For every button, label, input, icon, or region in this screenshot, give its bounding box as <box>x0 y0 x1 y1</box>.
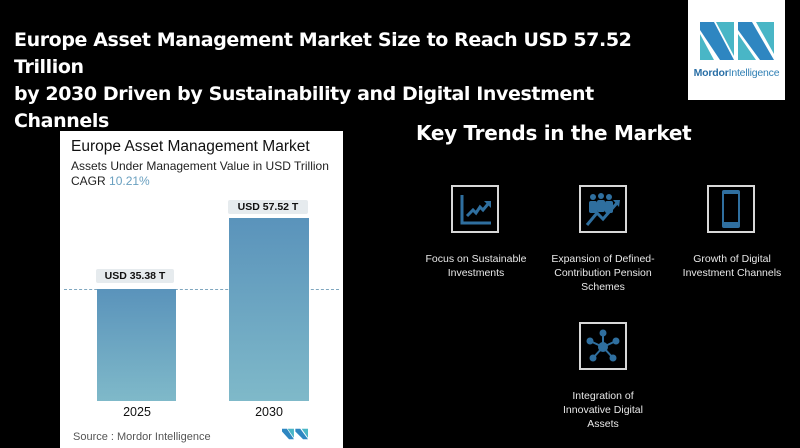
trend-icon-box-4 <box>579 322 627 370</box>
trend-label-3: Growth of Digital Investment Channels <box>662 252 800 280</box>
bar-2030 <box>229 218 309 401</box>
reference-dashed-line <box>64 289 339 290</box>
growth-chart-icon <box>460 195 491 225</box>
trend-label-4-line-2: Innovative Digital <box>563 404 643 416</box>
mordor-intelligence-logo: MordorIntelligence <box>688 0 785 100</box>
x-tick-2025: 2025 <box>123 405 151 419</box>
logo-brand-bold: Mordor <box>693 67 729 79</box>
trend-label-4-line-3: Assets <box>587 418 619 430</box>
trend-label-2-line-2: Contribution Pension <box>554 267 652 279</box>
people-growth-icon <box>585 193 620 226</box>
logo-brand-light: Intelligence <box>728 67 780 79</box>
trend-label-2: Expansion of Defined- Contribution Pensi… <box>533 252 673 294</box>
trend-icon-box-1 <box>451 185 499 233</box>
headline-line-2: by 2030 Driven by Sustainability and Dig… <box>14 83 594 132</box>
source-note: Source : Mordor Intelligence <box>73 431 211 443</box>
chart-subtitle: Assets Under Management Value in USD Tri… <box>71 159 329 173</box>
trend-icon-box-3 <box>707 185 755 233</box>
trend-label-4: Integration of Innovative Digital Assets <box>533 389 673 431</box>
bar-value-label-2025: USD 35.38 T <box>96 269 174 283</box>
trend-label-3-line-1: Growth of Digital <box>693 253 771 265</box>
trend-label-1: Focus on Sustainable Investments <box>406 252 546 280</box>
trend-label-3-line-2: Investment Channels <box>682 267 782 279</box>
trend-label-1-line-1: Focus on Sustainable <box>425 253 527 265</box>
headline: Europe Asset Management Market Size to R… <box>14 27 674 135</box>
trends-title: Key Trends in the Market <box>416 121 692 145</box>
chart-card: Europe Asset Management Market Assets Un… <box>60 131 343 448</box>
trend-label-4-line-1: Integration of <box>572 390 634 402</box>
bar-2025 <box>97 289 176 401</box>
trend-label-2-line-3: Schemes <box>581 281 625 293</box>
trend-icon-box-2 <box>579 185 627 233</box>
cagr: CAGR 10.21% <box>71 174 150 188</box>
smartphone-icon <box>722 190 740 228</box>
x-tick-2030: 2030 <box>255 405 283 419</box>
cagr-label: CAGR <box>71 174 106 188</box>
mordor-logo-icon <box>700 22 774 60</box>
cagr-value: 10.21% <box>109 174 150 188</box>
mordor-mini-logo-icon <box>282 428 308 440</box>
headline-line-1: Europe Asset Management Market Size to R… <box>14 29 632 78</box>
bar-value-label-2030: USD 57.52 T <box>228 200 308 214</box>
trend-label-1-line-2: Investments <box>447 267 505 279</box>
chart-title: Europe Asset Management Market <box>71 138 310 155</box>
logo-wordmark: MordorIntelligence <box>688 67 785 79</box>
trend-label-2-line-1: Expansion of Defined- <box>551 253 655 265</box>
network-nodes-icon <box>586 329 620 362</box>
